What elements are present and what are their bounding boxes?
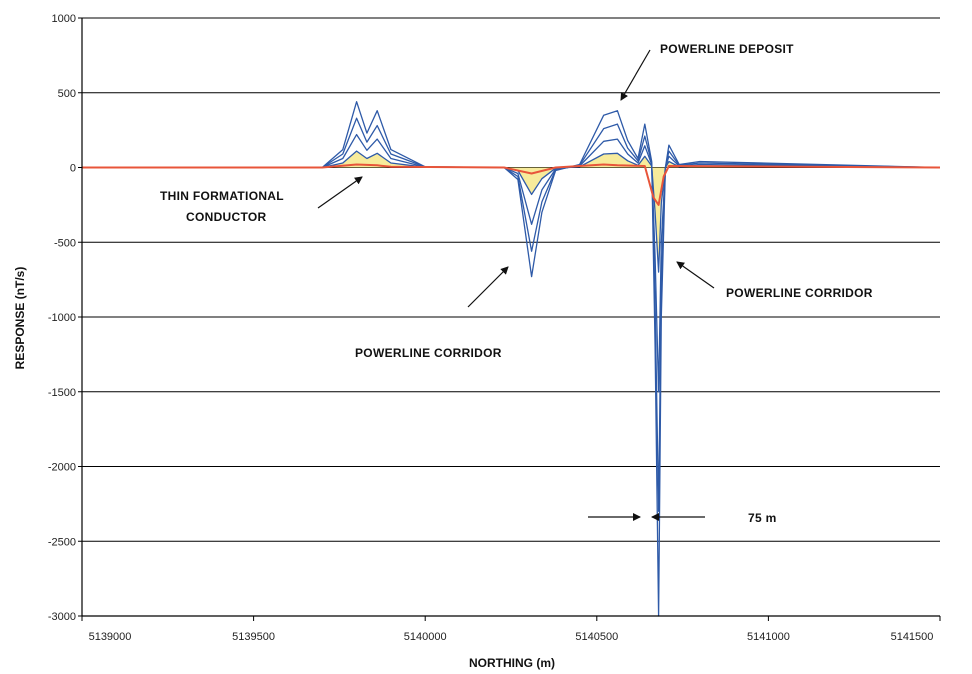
annotation-thin-formational-line2: CONDUCTOR <box>186 210 267 224</box>
series-line-0 <box>82 101 941 617</box>
y-tick-label: -3000 <box>48 611 76 623</box>
annotation-powerline-deposit: POWERLINE DEPOSIT <box>660 42 794 56</box>
series-line-2 <box>82 133 941 393</box>
gridlines <box>82 17 940 617</box>
arrow-powerline-deposit <box>620 49 651 101</box>
y-tick-label: 500 <box>58 88 76 100</box>
annotation-75m: 75 m <box>748 511 777 525</box>
arrow-powerline-corridor-left <box>467 266 509 308</box>
y-tick-label: -500 <box>54 237 76 249</box>
x-tick-label: 5140000 <box>404 631 447 643</box>
x-tick-label: 5139500 <box>232 631 275 643</box>
x-tick-label: 5139000 <box>89 631 132 643</box>
annotation-powerline-corridor-left: POWERLINE CORRIDOR <box>355 346 502 360</box>
x-tick-label: 5141500 <box>891 631 934 643</box>
arrow-powerline-corridor-right <box>676 261 715 289</box>
series-line-3 <box>82 150 941 273</box>
y-tick-label: 0 <box>70 163 76 175</box>
x-tick-label: 5141000 <box>747 631 790 643</box>
series-line-1 <box>82 117 941 512</box>
x-tick-label: 5140500 <box>575 631 618 643</box>
response-series <box>82 101 941 617</box>
y-tick-label: -2500 <box>48 536 76 548</box>
axes <box>78 17 941 621</box>
x-tick-labels: 5139000 5139500 5140000 5140500 5141000 51415… <box>89 631 934 643</box>
annotation-powerline-corridor-right: POWERLINE CORRIDOR <box>726 286 873 300</box>
y-tick-label: -2000 <box>48 462 76 474</box>
y-tick-labels: 1000 500 0 -500 -1000 -1500 -2000 -2500 -3000 <box>48 13 76 623</box>
y-tick-label: -1500 <box>48 387 76 399</box>
y-tick-label: -1000 <box>48 312 76 324</box>
y-axis-title: RESPONSE (nT/s) <box>13 267 27 370</box>
series-line-4 <box>82 163 941 206</box>
x-axis-title: NORTHING (m) <box>469 656 555 670</box>
y-tick-label: 1000 <box>52 13 76 25</box>
annotation-thin-formational-line1: THIN FORMATIONAL <box>160 189 284 203</box>
arrow-thin-formational <box>317 176 363 209</box>
